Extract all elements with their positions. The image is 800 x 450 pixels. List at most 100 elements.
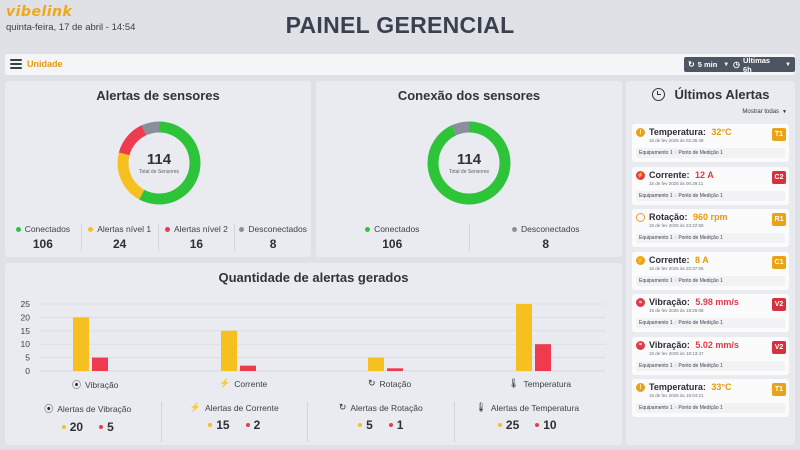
summary-values: 25 10 bbox=[455, 418, 601, 432]
legend-value: 106 bbox=[382, 237, 403, 251]
measurement-point-name: Ponto de Medição 1 bbox=[678, 235, 723, 241]
alert-card[interactable]: Rotação: 960 rpm 15 de fev 2025 às 23:22:… bbox=[632, 209, 789, 247]
alert-title: Vibração: 5.98 mm/s bbox=[649, 297, 739, 307]
alert-title: Vibração: 5.02 mm/s bbox=[649, 340, 739, 350]
alert-level-badge: T1 bbox=[772, 383, 786, 396]
legend-item: Desconectados 8 bbox=[234, 224, 311, 251]
summary-count: 20 bbox=[69, 420, 84, 434]
alert-card[interactable]: ⚡ Corrente: 12 A 15 de fev 2025 às 00:39:1… bbox=[632, 166, 789, 205]
alarm-clock-icon bbox=[651, 88, 665, 101]
sensor-connection-legend: Conectados 106 Desconectados 8 bbox=[316, 224, 622, 251]
time-range-label: Últimas 6h bbox=[742, 55, 771, 74]
alert-timestamp: 15 de fev 2025 às 23:22:58 bbox=[649, 223, 704, 228]
alert-timestamp: 15 de fev 2025 às 20:37:06 bbox=[649, 265, 704, 271]
time-range-dropdown[interactable]: ◷ Últimas 6h ▼ bbox=[729, 55, 795, 74]
sensor-connection-card: Conexão dos sensores 114 Total de Sensor… bbox=[316, 81, 622, 257]
rotation-icon: ↻ bbox=[338, 402, 347, 412]
alert-location: Equipamento 1 › Ponto de Medição 1 bbox=[636, 148, 785, 158]
legend-item: Conectados 106 bbox=[5, 224, 81, 251]
hamburger-menu-icon[interactable] bbox=[10, 59, 22, 69]
latest-alerts-title: Últimos Alertas bbox=[674, 87, 770, 102]
chevron-right-icon: › bbox=[674, 362, 677, 369]
legend-item: Conectados 106 bbox=[316, 224, 469, 251]
alert-level-badge: T1 bbox=[772, 128, 786, 141]
measurement-point-name: Ponto de Medição 1 bbox=[678, 277, 723, 284]
alert-location: Equipamento 1 › Ponto de Medição 1 bbox=[636, 318, 785, 328]
legend-dot bbox=[88, 226, 94, 232]
summary-level2-value: 2 bbox=[245, 418, 260, 432]
latest-alerts-header: Últimos Alertas bbox=[626, 87, 795, 102]
current-icon: ⚡ bbox=[189, 402, 201, 412]
equipment-name: Equipamento 1 bbox=[639, 277, 673, 284]
temperature-icon: ! bbox=[636, 128, 645, 137]
summary-label-text: Alertas de Temperatura bbox=[490, 402, 580, 413]
alert-title: Corrente: 8 A bbox=[649, 255, 709, 265]
equipment-name: Equipamento 1 bbox=[639, 320, 673, 326]
summary-count: 5 bbox=[366, 418, 373, 432]
alert-title: Rotação: 960 rpm bbox=[649, 212, 728, 222]
measurement-point-name: Ponto de Medição 1 bbox=[678, 192, 723, 199]
donut-segment-1 bbox=[427, 121, 511, 205]
chevron-down-icon: ▼ bbox=[785, 61, 791, 68]
top-bar: vibelink quinta-feira, 17 de abril - 14:… bbox=[0, 0, 800, 52]
legend-label: Alertas nível 2 bbox=[159, 224, 235, 234]
summary-count: 1 bbox=[396, 418, 404, 432]
vibration-icon: ⦿ bbox=[72, 380, 82, 390]
legend-dot bbox=[61, 425, 66, 429]
chevron-right-icon: › bbox=[674, 405, 677, 411]
summary-level2-value: 5 bbox=[99, 420, 114, 434]
legend-label: Conectados bbox=[5, 224, 81, 234]
sensor-alerts-legend: Conectados 106 Alertas nível 1 24 Alertas ní… bbox=[5, 224, 311, 251]
category-label: Rotação bbox=[379, 378, 412, 389]
chevron-right-icon: › bbox=[674, 150, 677, 156]
vibration-icon: ≈ bbox=[636, 298, 645, 307]
legend-value: 24 bbox=[112, 237, 127, 251]
alerts-summary: ⦿ Alertas de Vibração 20 5 ⚡ Alertas de Corre… bbox=[15, 402, 600, 442]
legend-text: Desconectados bbox=[520, 224, 580, 234]
legend-dot bbox=[388, 423, 393, 427]
total-sensors-count: 114 bbox=[456, 150, 482, 168]
donut-segment-1 bbox=[117, 121, 201, 205]
card-title: Quantidade de alertas gerados bbox=[218, 270, 409, 285]
sensor-alerts-donut: 114 Total de Sensores bbox=[116, 120, 202, 206]
vibration-icon: ≈ bbox=[636, 340, 645, 350]
alert-type: Rotação: bbox=[649, 212, 691, 222]
temperature-icon: 🌡 bbox=[508, 378, 520, 388]
legend-dot bbox=[99, 425, 104, 429]
alert-card[interactable]: ! Temperatura: 32°C 15 de fev 2025 às 02:3… bbox=[632, 124, 789, 162]
alert-card[interactable]: ≈ Vibração: 5.02 mm/s 15 de fev 2025 às 18… bbox=[632, 336, 789, 375]
alert-type: Temperatura: bbox=[649, 127, 709, 137]
unit-selector[interactable]: Unidade bbox=[27, 59, 63, 69]
donut-chart bbox=[117, 121, 201, 205]
alert-value: 960 rpm bbox=[693, 212, 728, 222]
summary-level1-value: 25 bbox=[497, 418, 519, 432]
measurement-point-name: Ponto de Medição 1 bbox=[678, 362, 723, 369]
rotation-icon: ↻ bbox=[368, 378, 376, 388]
legend-text: Alertas nível 2 bbox=[173, 224, 228, 234]
chevron-right-icon: › bbox=[674, 320, 677, 326]
alert-type: Vibração: bbox=[649, 297, 693, 307]
refresh-interval-dropdown[interactable]: ↻ 5 min ▼ bbox=[684, 57, 734, 72]
alert-level-badge: C2 bbox=[772, 170, 786, 184]
legend-item: Alertas nível 2 16 bbox=[157, 224, 235, 251]
alert-value: 5.02 mm/s bbox=[695, 339, 739, 350]
chevron-down-icon: ▼ bbox=[782, 109, 787, 115]
summary-item: ⦿ Alertas de Vibração 20 5 bbox=[15, 402, 161, 442]
measurement-point-name: Ponto de Medição 1 bbox=[678, 320, 723, 326]
legend-dot bbox=[245, 423, 250, 427]
current-icon: ⚡ bbox=[636, 170, 645, 180]
alert-card[interactable]: ≈ Vibração: 5.98 mm/s 15 de fev 2025 às 18… bbox=[632, 294, 789, 332]
legend-item: Desconectados 8 bbox=[468, 224, 623, 251]
alert-card[interactable]: ⚡ Corrente: 8 A 15 de fev 2025 às 20:37:06… bbox=[632, 251, 789, 290]
show-all-dropdown[interactable]: Mostrar todas ▼ bbox=[742, 109, 787, 115]
legend-value: 8 bbox=[269, 237, 277, 251]
alert-level-badge: C1 bbox=[772, 255, 786, 269]
alert-type: Temperatura: bbox=[649, 382, 709, 392]
alert-location: Equipamento 1 › Ponto de Medição 1 bbox=[636, 233, 785, 243]
alert-card[interactable]: ! Temperatura: 33°C 15 de fev 2025 às 16:0… bbox=[632, 379, 789, 417]
category-label: Temperatura bbox=[523, 378, 572, 389]
legend-dot bbox=[358, 423, 363, 427]
alert-value: 12 A bbox=[695, 169, 714, 180]
alert-value: 5.98 mm/s bbox=[695, 297, 739, 307]
